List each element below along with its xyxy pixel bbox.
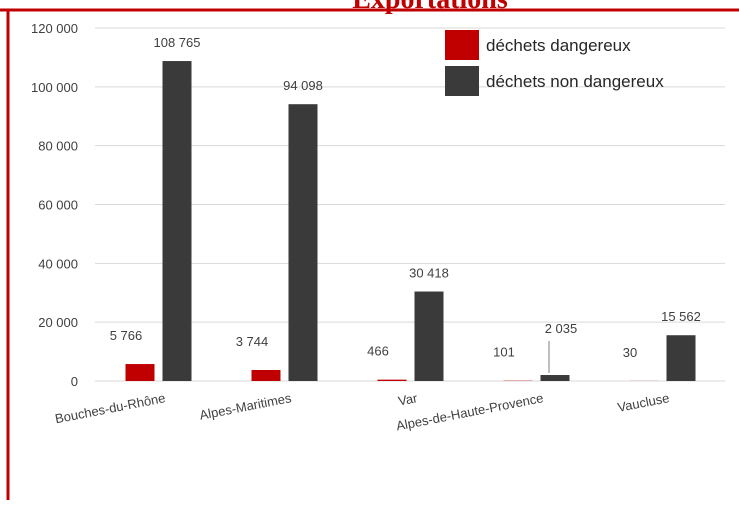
x-tick-label: Var: [397, 390, 419, 409]
y-tick-label: 20 000: [38, 315, 78, 330]
x-tick-label: Alpes-Maritimes: [198, 390, 293, 423]
bar: [289, 104, 318, 381]
y-tick-label: 100 000: [31, 80, 78, 95]
data-label: 108 765: [154, 35, 201, 50]
x-tick-label: Vaucluse: [616, 390, 670, 415]
data-label: 5 766: [110, 328, 143, 343]
bar: [126, 364, 155, 381]
x-tick-label: Bouches-du-Rhône: [54, 390, 167, 426]
y-tick-label: 0: [71, 374, 78, 389]
bar: [163, 61, 192, 381]
legend-swatch: [445, 66, 479, 96]
legend-label: déchets non dangereux: [486, 72, 664, 91]
legend-swatch: [445, 30, 479, 60]
chart-title: Exportations: [352, 0, 508, 15]
data-label: 15 562: [661, 309, 701, 324]
legend-label: déchets dangereux: [486, 36, 631, 55]
bar: [667, 335, 696, 381]
x-tick-label: Alpes-de-Haute-Provence: [395, 390, 545, 433]
data-label: 94 098: [283, 78, 323, 93]
data-label: 2 035: [545, 321, 578, 336]
data-label: 3 744: [236, 334, 269, 349]
y-tick-label: 60 000: [38, 198, 78, 213]
bar: [378, 380, 407, 381]
data-label: 466: [367, 344, 389, 359]
data-label: 30 418: [409, 266, 449, 281]
data-label: 30: [623, 345, 637, 360]
y-tick-label: 80 000: [38, 139, 78, 154]
bar: [415, 292, 444, 381]
y-tick-label: 120 000: [31, 21, 78, 36]
data-label: 101: [493, 345, 515, 360]
bar: [541, 375, 570, 381]
bar: [252, 370, 281, 381]
y-tick-label: 40 000: [38, 256, 78, 271]
